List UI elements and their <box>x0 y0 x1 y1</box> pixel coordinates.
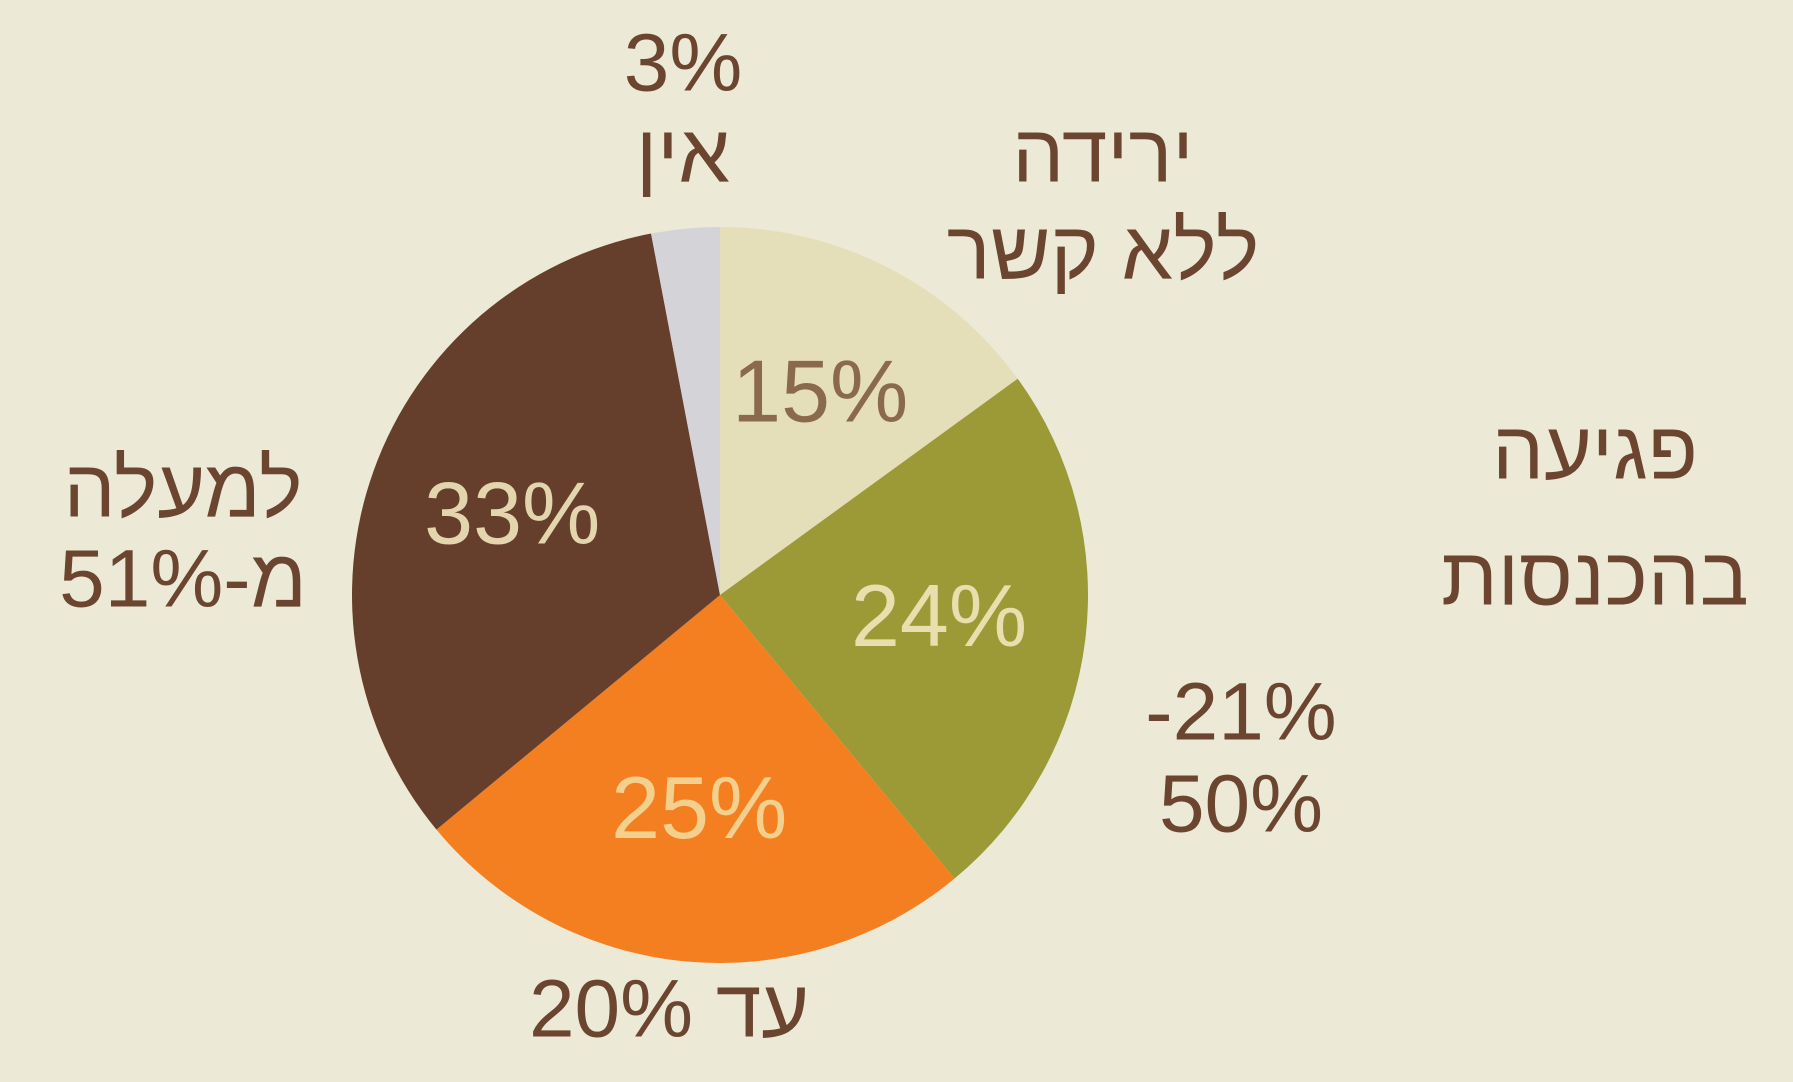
category-label: למעלה <box>64 444 303 535</box>
category-label: 50% <box>1159 759 1323 850</box>
category-label: אין <box>636 109 730 200</box>
category-label: ללא קשר <box>947 206 1259 297</box>
chart-title: בהכנסות <box>1441 532 1749 623</box>
pie-slice <box>436 595 955 963</box>
value-label: 24% <box>851 566 1027 665</box>
pie-slice <box>720 378 1088 879</box>
category-label: עד 20% <box>529 964 809 1055</box>
value-label: 33% <box>424 463 600 562</box>
value-label: 3% <box>624 18 743 109</box>
chart-title: פגיעה <box>1492 406 1698 497</box>
value-label: 25% <box>611 758 787 857</box>
category-label: ירידה <box>1012 109 1193 200</box>
category-label: מ-51% <box>59 534 307 625</box>
pie-slice <box>720 227 1018 595</box>
value-label: 15% <box>732 342 908 441</box>
pie-slice <box>651 227 720 595</box>
category-label: -21% <box>1145 667 1336 758</box>
pie-slice <box>352 233 720 830</box>
